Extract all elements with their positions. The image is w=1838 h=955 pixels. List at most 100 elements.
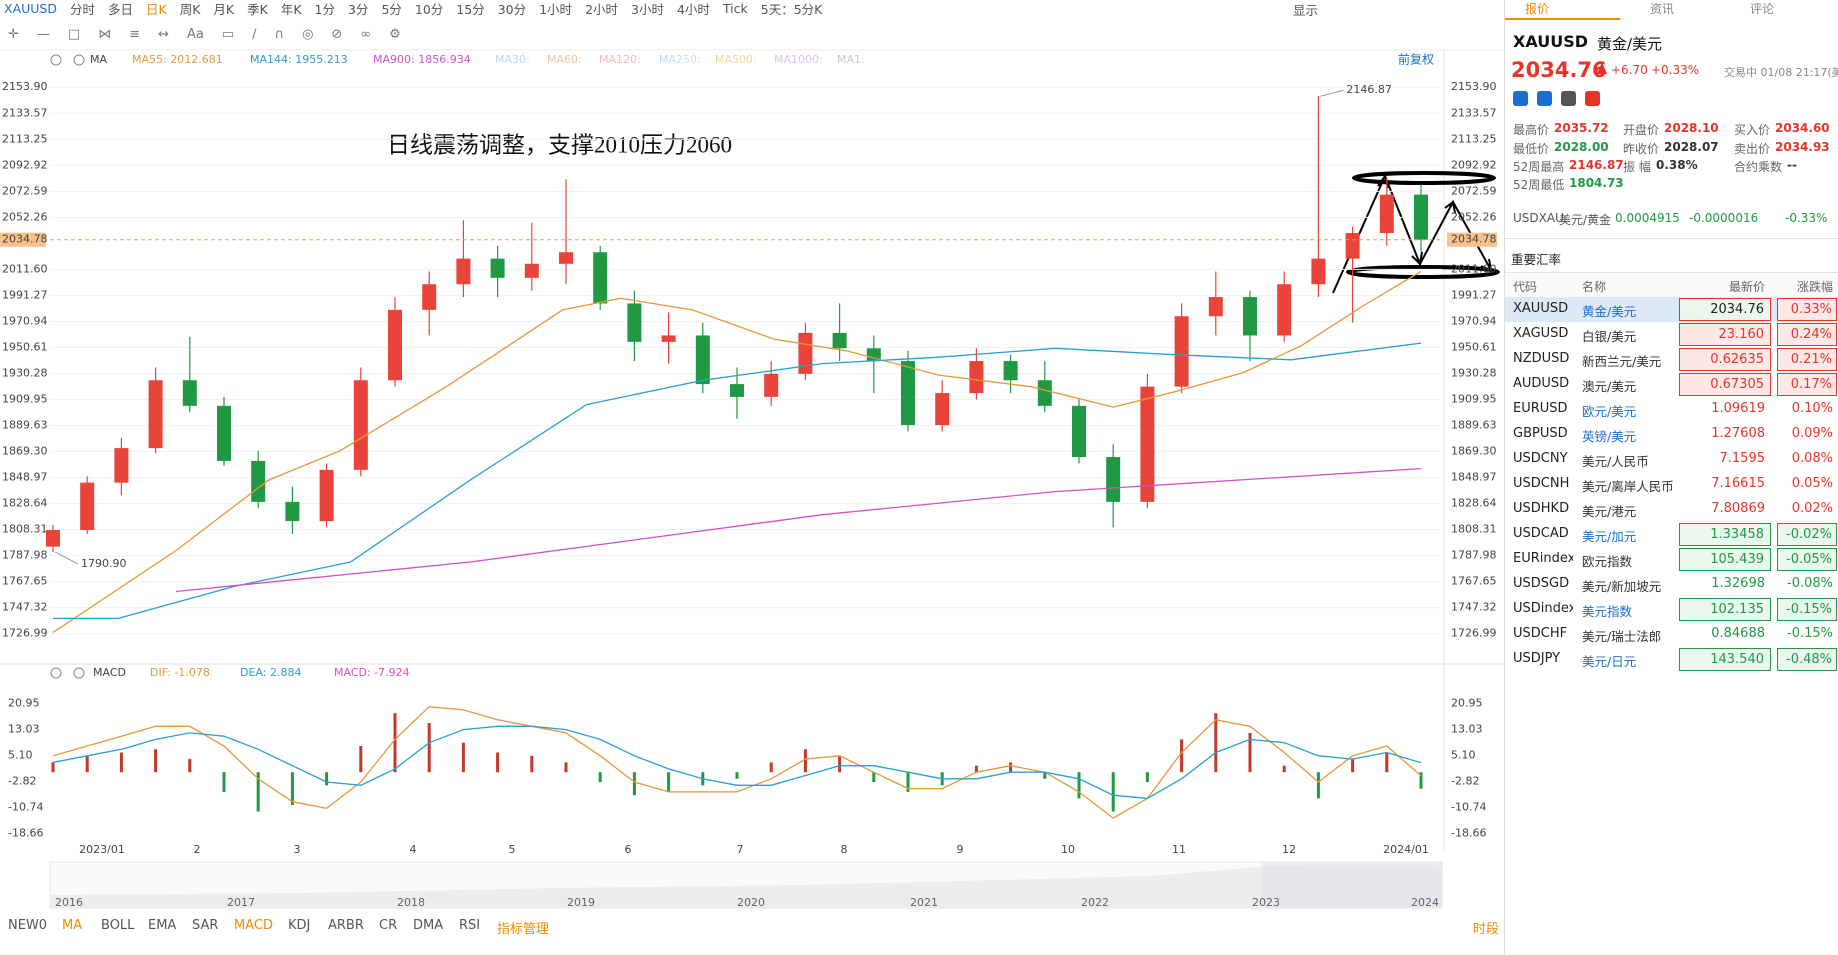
rate-row[interactable]: USDHKD 美元/港元 7.80869 0.02% [1505, 497, 1838, 522]
icon[interactable] [1561, 91, 1576, 106]
rate-row[interactable]: AUDUSD 澳元/美元 0.67305 0.17% [1505, 372, 1838, 397]
rate-row[interactable]: GBPUSD 英镑/美元 1.27608 0.09% [1505, 422, 1838, 447]
rate-row[interactable]: USDCAD 美元/加元 1.33458 -0.02% [1505, 522, 1838, 547]
text-tool[interactable]: Aa [187, 26, 204, 42]
icon[interactable] [1585, 91, 1600, 106]
indicator-tab[interactable]: NEW0 [8, 918, 48, 933]
rate-row[interactable]: USDJPY 美元/日元 143.540 -0.48% [1505, 647, 1838, 672]
rate-row[interactable]: USDCNH 美元/离岸人民币 7.16615 0.05% [1505, 472, 1838, 497]
navigator-window[interactable] [1262, 862, 1442, 908]
measure-tool[interactable]: ↔ [158, 26, 170, 42]
rate-code: EURindex [1513, 551, 1573, 566]
indicator-tab[interactable]: DMA [413, 918, 444, 933]
period-tab[interactable]: 15分 [456, 2, 485, 17]
indicator-tab[interactable]: BOLL [101, 918, 135, 933]
fib-tool[interactable]: ≡ [129, 26, 141, 42]
period-tab[interactable]: 2小时 [585, 2, 619, 17]
change: +6.70 [1611, 63, 1648, 77]
shape-tool[interactable]: □ [67, 26, 81, 42]
period-tab[interactable]: Tick [722, 1, 748, 16]
stat-value: 2028.00 [1554, 140, 1609, 154]
period-tab[interactable]: 5天：5分K [760, 2, 823, 17]
rate-row[interactable]: NZDUSD 新西兰元/美元 0.62635 0.21% [1505, 347, 1838, 372]
rate-row[interactable]: XAUUSD 黄金/美元 2034.76 0.33% [1505, 297, 1838, 322]
stat-value: -- [1787, 158, 1797, 172]
symbol-tab[interactable]: XAUUSD [4, 1, 57, 16]
rate-row[interactable]: USDCHF 美元/瑞士法郎 0.84688 -0.15% [1505, 622, 1838, 647]
period-tab[interactable]: 3分 [347, 2, 369, 17]
y-tick-label: 1787.98 [2, 549, 48, 562]
indicator-tab[interactable]: MA [62, 918, 83, 933]
pen-tool[interactable]: ∕ [252, 26, 257, 42]
rate-row[interactable]: XAGUSD 白银/美元 23.160 0.24% [1505, 322, 1838, 347]
period-tab[interactable]: 年K [280, 2, 302, 17]
candle-body [1311, 258, 1326, 285]
rate-change: -0.08% [1787, 576, 1833, 591]
rate-row[interactable]: USDSGD 美元/新加坡元 1.32698 -0.08% [1505, 572, 1838, 597]
rate-price: 1.33458 [1679, 523, 1771, 546]
note-tool[interactable]: ▭ [221, 26, 235, 42]
rate-code: GBPUSD [1513, 426, 1568, 441]
indicator-tab[interactable]: RSI [459, 918, 481, 933]
indicator-tab[interactable]: EMA [148, 918, 177, 933]
period-tab[interactable]: 分时 [69, 2, 95, 17]
panel-tab[interactable]: 评论 [1750, 2, 1775, 16]
display-menu[interactable]: 显示 [1293, 3, 1319, 18]
crosshair-tool[interactable]: ✛ [8, 26, 19, 42]
header-cell: 代码 [1513, 280, 1538, 294]
legend-entry-inactive: MA250: [659, 53, 701, 66]
period-tab[interactable]: 10分 [414, 2, 444, 17]
icon[interactable] [1513, 91, 1528, 106]
period-tab[interactable]: 5分 [381, 2, 402, 17]
close-icon [73, 54, 85, 66]
period-tab[interactable]: 1小时 [539, 2, 573, 17]
stat-value: 2035.72 [1554, 121, 1609, 135]
eye-tool[interactable]: ∞ [360, 26, 372, 42]
magnet-tool[interactable]: ∩ [274, 26, 285, 42]
period-tab[interactable]: 30分 [497, 2, 527, 17]
period-tab[interactable]: 月K [213, 2, 235, 17]
rate-row[interactable]: EURindex 欧元指数 105.439 -0.05% [1505, 547, 1838, 572]
candle-body [559, 252, 573, 264]
period-tab[interactable]: 周K [179, 2, 201, 17]
period-tab[interactable]: 3小时 [631, 2, 664, 17]
legend-entry-inactive: MA120: [599, 53, 641, 66]
icon[interactable] [1537, 91, 1552, 106]
macd-bar [290, 772, 294, 805]
line-tool[interactable]: — [36, 26, 50, 42]
period-tab[interactable]: 1分 [314, 2, 335, 17]
session-button[interactable]: 时段 [1473, 922, 1500, 937]
indicator-name: MA [90, 53, 107, 66]
x-tick-label: 7 [737, 843, 744, 856]
lock-tool[interactable]: ◎ [302, 26, 314, 42]
period-tab[interactable]: 多日 [108, 2, 134, 17]
rate-code: USDCHF [1513, 626, 1568, 641]
legend-entry-inactive: MA1000: [774, 53, 823, 66]
panel-tab[interactable]: 资讯 [1650, 2, 1675, 16]
stat-label: 买入价 [1734, 123, 1771, 137]
current-price-label: 2034.78 [1451, 233, 1497, 246]
rate-row[interactable]: USDCNY 美元/人民币 7.1595 0.08% [1505, 447, 1838, 472]
indicator-tab[interactable]: CR [379, 918, 398, 933]
period-tab[interactable]: 日K [146, 2, 167, 17]
candle-body [730, 384, 744, 397]
rate-row[interactable]: USDindex 美元指数 102.135 -0.15% [1505, 597, 1838, 622]
macd-bar [872, 772, 876, 783]
macd-bar [838, 755, 842, 773]
indicator-tab[interactable]: ARBR [328, 918, 364, 933]
indicator-tab[interactable]: SAR [192, 918, 219, 933]
settings-tool[interactable]: ⚙ [389, 26, 401, 42]
navigator-label: 2017 [227, 896, 255, 909]
indicator-tab[interactable]: KDJ [288, 918, 311, 933]
period-tab[interactable]: 4小时 [676, 2, 710, 17]
panel-tab[interactable]: 报价 [1525, 2, 1550, 16]
pattern-tool[interactable]: ⋈ [98, 26, 112, 42]
rate-change: -0.15% [1787, 626, 1833, 641]
rate-price: 7.1595 [1719, 451, 1766, 466]
hide-tool[interactable]: ⊘ [331, 26, 343, 42]
stat-label: 最高价 [1513, 123, 1550, 137]
period-tab[interactable]: 季K [247, 2, 268, 17]
rate-row[interactable]: EURUSD 欧元/美元 1.09619 0.10% [1505, 397, 1838, 422]
indicator-manage[interactable]: 指标管理 [497, 922, 550, 937]
indicator-tab[interactable]: MACD [234, 918, 273, 933]
